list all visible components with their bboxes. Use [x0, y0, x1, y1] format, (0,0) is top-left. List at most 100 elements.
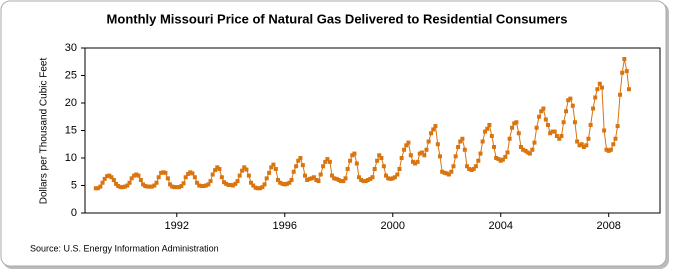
data-point — [566, 98, 571, 103]
data-point — [237, 173, 242, 178]
data-point — [215, 165, 220, 170]
data-point — [437, 154, 442, 159]
data-point — [410, 159, 415, 164]
data-point — [98, 184, 103, 189]
data-point — [577, 143, 582, 148]
data-point — [415, 159, 420, 164]
data-point — [154, 180, 159, 185]
frame — [0, 0, 667, 267]
data-point — [458, 139, 463, 144]
data-point — [102, 176, 107, 181]
data-point — [143, 184, 148, 189]
data-point — [615, 124, 620, 129]
data-point — [363, 179, 368, 184]
data-point — [570, 103, 575, 108]
data-point — [125, 183, 130, 188]
data-point — [152, 183, 157, 188]
x-tick-label: 2000 — [381, 220, 405, 232]
data-point — [219, 175, 224, 180]
data-point — [100, 180, 105, 185]
data-point — [473, 164, 478, 169]
data-point — [330, 173, 335, 178]
data-point — [350, 153, 355, 158]
data-point — [510, 125, 515, 130]
data-point — [325, 157, 330, 162]
data-point — [314, 178, 319, 182]
data-point — [352, 151, 357, 156]
data-point — [122, 184, 127, 189]
data-point — [338, 179, 343, 184]
data-point — [498, 158, 503, 163]
data-point — [505, 150, 510, 155]
y-tick-label: 0 — [71, 207, 77, 219]
data-point — [572, 120, 577, 125]
data-point — [381, 164, 386, 169]
data-point — [471, 167, 476, 171]
data-point — [370, 175, 375, 180]
data-point — [278, 180, 283, 185]
data-point — [491, 145, 496, 149]
data-point — [172, 185, 177, 190]
data-point — [267, 170, 272, 175]
data-point — [165, 176, 170, 181]
data-point — [417, 151, 422, 156]
data-point — [431, 127, 436, 132]
data-point — [120, 185, 125, 190]
data-point — [442, 170, 447, 175]
data-point — [435, 142, 440, 147]
data-point — [226, 182, 231, 187]
data-point — [595, 87, 600, 92]
data-point — [611, 142, 616, 147]
data-point — [426, 139, 431, 144]
data-point — [305, 178, 310, 182]
data-point — [552, 129, 557, 134]
data-point — [235, 179, 240, 184]
data-point — [262, 182, 267, 187]
data-point — [539, 109, 544, 114]
data-point — [273, 167, 278, 171]
data-point — [496, 157, 501, 162]
data-point — [584, 143, 589, 148]
data-point — [284, 181, 289, 186]
data-point — [233, 181, 238, 186]
data-point — [516, 131, 521, 136]
data-point — [323, 159, 328, 164]
data-point — [460, 136, 465, 141]
data-point — [183, 175, 188, 180]
data-point — [318, 172, 323, 177]
data-point — [156, 175, 161, 180]
data-point — [147, 184, 152, 189]
data-point — [276, 178, 281, 182]
data-point — [402, 147, 407, 152]
data-point — [395, 172, 400, 177]
data-point — [291, 169, 296, 174]
data-point — [476, 158, 481, 163]
data-point — [199, 184, 204, 189]
data-point — [557, 136, 562, 141]
data-point — [503, 154, 508, 159]
data-point — [433, 124, 438, 129]
data-point — [354, 161, 359, 166]
data-point — [230, 183, 235, 188]
data-point — [192, 175, 197, 180]
data-point — [114, 181, 119, 186]
data-point — [422, 153, 427, 158]
data-point — [591, 106, 596, 111]
data-point — [537, 114, 542, 119]
data-point — [253, 185, 258, 190]
data-point — [579, 142, 584, 147]
data-point — [203, 183, 208, 188]
data-point — [541, 106, 546, 111]
data-point — [251, 183, 256, 188]
data-point — [145, 184, 150, 189]
data-point — [242, 165, 247, 170]
data-point — [208, 179, 213, 184]
data-point — [527, 151, 532, 156]
data-point — [111, 178, 116, 182]
data-point — [397, 167, 402, 171]
data-point — [303, 173, 308, 178]
data-point — [545, 123, 550, 127]
data-point — [581, 145, 586, 149]
data-point — [213, 168, 218, 173]
data-point — [419, 150, 424, 155]
